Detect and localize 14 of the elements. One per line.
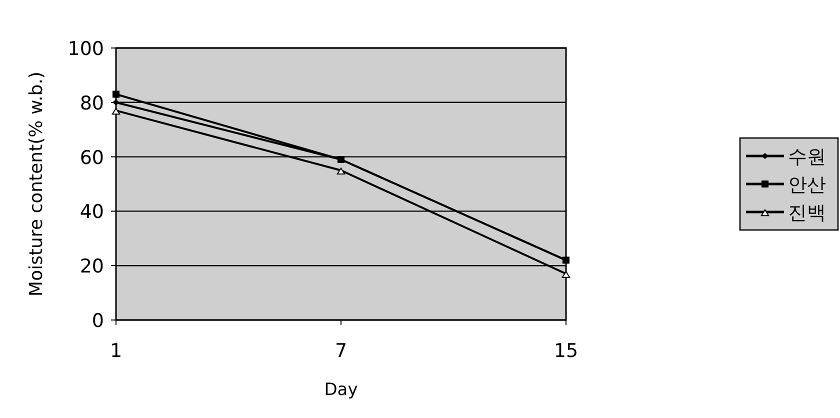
x-tick-label: 15	[554, 340, 578, 362]
x-tick-label: 7	[334, 340, 348, 362]
y-tick-label: 80	[80, 92, 104, 114]
y-tick-label: 20	[80, 256, 104, 278]
x-axis-title: Day	[324, 380, 358, 400]
y-axis-title: Moisture content(% w.b.)	[26, 72, 47, 296]
y-tick-label: 100	[68, 38, 104, 60]
legend-label: 수원	[788, 146, 826, 168]
x-tick-label: 1	[110, 340, 122, 362]
legend-label: 안산	[788, 174, 826, 196]
y-tick-label: 60	[80, 146, 104, 169]
legend-label: 진백	[788, 202, 826, 224]
y-tick-label: 0	[92, 310, 104, 332]
y-tick-label: 40	[80, 201, 104, 224]
